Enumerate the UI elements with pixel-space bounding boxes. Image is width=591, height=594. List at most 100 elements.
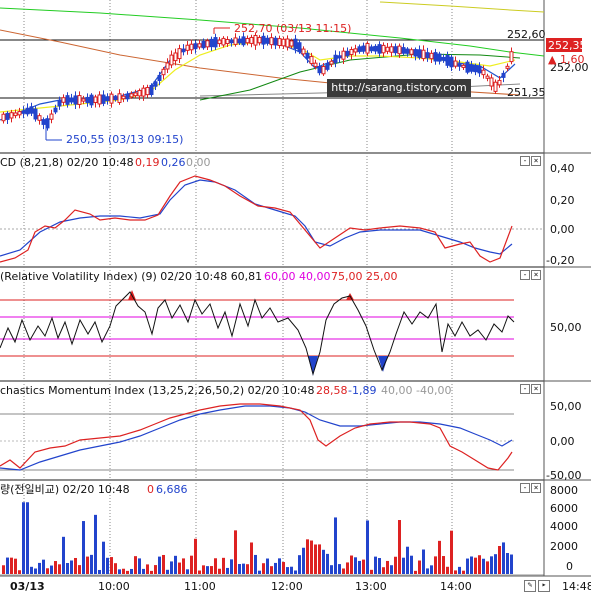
candle bbox=[477, 65, 482, 74]
volume-bar bbox=[18, 570, 21, 574]
candle bbox=[253, 34, 258, 46]
candle bbox=[157, 74, 162, 82]
volume-bar bbox=[330, 565, 333, 574]
watermark-url: http://sarang.tistory.com bbox=[327, 79, 471, 97]
candle bbox=[149, 84, 154, 96]
volume-bar bbox=[430, 565, 433, 574]
volume-bar bbox=[62, 536, 65, 574]
candle bbox=[405, 48, 410, 54]
candle bbox=[105, 96, 110, 102]
volume-bar bbox=[42, 559, 45, 574]
volume-bar bbox=[218, 568, 221, 574]
volume-bar bbox=[470, 556, 473, 574]
candle bbox=[73, 95, 78, 105]
macd-panel-bg bbox=[0, 154, 544, 266]
candle bbox=[385, 46, 390, 52]
volume-bar bbox=[142, 568, 145, 574]
svg-text:50,00: 50,00 bbox=[550, 400, 582, 413]
volume-bar bbox=[322, 549, 325, 574]
candle bbox=[197, 43, 202, 48]
candle bbox=[41, 119, 46, 125]
candle bbox=[357, 46, 362, 52]
volume-bar bbox=[162, 554, 165, 574]
candle bbox=[349, 49, 354, 55]
candle bbox=[225, 39, 230, 45]
volume-bar bbox=[230, 559, 233, 574]
smi-signal-line bbox=[0, 405, 513, 471]
candle bbox=[189, 43, 194, 51]
volume-bar bbox=[150, 570, 153, 574]
rvi-title: (Relative Volatility Index) (9) 02/20 10… bbox=[0, 270, 262, 283]
candle bbox=[69, 97, 74, 103]
rvi-minimize-button[interactable]: - bbox=[520, 270, 530, 280]
time-label-0313: 03/13 bbox=[10, 580, 45, 593]
rvi-panel: (Relative Volatility Index) (9) 02/20 10… bbox=[0, 270, 582, 376]
macd-minimize-button[interactable]: - bbox=[520, 156, 530, 166]
volume-close-button[interactable]: × bbox=[531, 483, 541, 493]
candle bbox=[229, 39, 234, 43]
candle bbox=[369, 46, 374, 51]
candle bbox=[165, 62, 170, 70]
volume-bar bbox=[282, 562, 285, 574]
volume-bar bbox=[30, 566, 33, 574]
candle bbox=[333, 54, 338, 64]
macd-value-2: 0,26 bbox=[161, 156, 186, 169]
rvi-panel-bg bbox=[0, 268, 544, 380]
volume-bar bbox=[210, 566, 213, 574]
rvi-close-button[interactable]: × bbox=[531, 270, 541, 280]
volume-bar bbox=[482, 558, 485, 574]
smi-line bbox=[0, 403, 513, 471]
smi-minimize-button[interactable]: - bbox=[520, 384, 530, 394]
candle bbox=[273, 37, 278, 46]
macd-close-button[interactable]: × bbox=[531, 156, 541, 166]
candle bbox=[457, 63, 462, 67]
candle bbox=[509, 51, 514, 63]
volume-bar bbox=[182, 558, 185, 574]
candle bbox=[77, 95, 82, 105]
candle bbox=[441, 56, 446, 61]
volume-bar bbox=[46, 568, 49, 574]
volume-bar bbox=[262, 563, 265, 574]
svg-text:-0,20: -0,20 bbox=[546, 254, 574, 267]
volume-bar bbox=[454, 570, 457, 574]
volume-bar bbox=[78, 565, 81, 574]
candle bbox=[65, 95, 70, 105]
candle bbox=[465, 61, 470, 73]
candle bbox=[29, 106, 34, 114]
volume-bar bbox=[6, 557, 9, 574]
svg-text:0,00: 0,00 bbox=[550, 435, 575, 448]
candle bbox=[181, 48, 186, 53]
candle bbox=[245, 38, 250, 44]
candle bbox=[169, 54, 174, 66]
time-label-1300: 13:00 bbox=[355, 580, 387, 593]
time-label-1000: 10:00 bbox=[98, 580, 130, 593]
candle bbox=[125, 93, 130, 100]
settings-icon[interactable]: ▸ bbox=[538, 580, 550, 592]
volume-bar bbox=[22, 502, 25, 574]
volume-bar bbox=[502, 542, 505, 574]
candle bbox=[501, 72, 506, 78]
ma-yellow-long bbox=[379, 1, 545, 13]
candle bbox=[37, 115, 42, 121]
rvi-line bbox=[0, 291, 515, 376]
candle bbox=[177, 48, 182, 60]
volume-bar bbox=[66, 563, 69, 574]
smi-close-button[interactable]: × bbox=[531, 384, 541, 394]
volume-bar bbox=[494, 554, 497, 574]
high-label: 252,70 (03/13 11:15) bbox=[234, 22, 351, 35]
volume-bar bbox=[318, 544, 321, 574]
volume-minimize-button[interactable]: - bbox=[520, 483, 530, 493]
volume-bar bbox=[130, 568, 133, 574]
volume-bar bbox=[146, 564, 149, 574]
candle bbox=[153, 81, 158, 87]
pencil-icon[interactable]: ✎ bbox=[524, 580, 536, 592]
smi-value-3: 40,00 -40,00 bbox=[381, 384, 451, 397]
ma-darkgreen bbox=[199, 53, 521, 101]
volume-bar bbox=[490, 556, 493, 574]
candle bbox=[141, 87, 146, 97]
volume-bar bbox=[178, 562, 181, 574]
macd-value-3: 0,00 bbox=[186, 156, 211, 169]
volume-bar bbox=[138, 558, 141, 574]
volume-bar bbox=[326, 553, 329, 574]
candle bbox=[293, 38, 298, 50]
